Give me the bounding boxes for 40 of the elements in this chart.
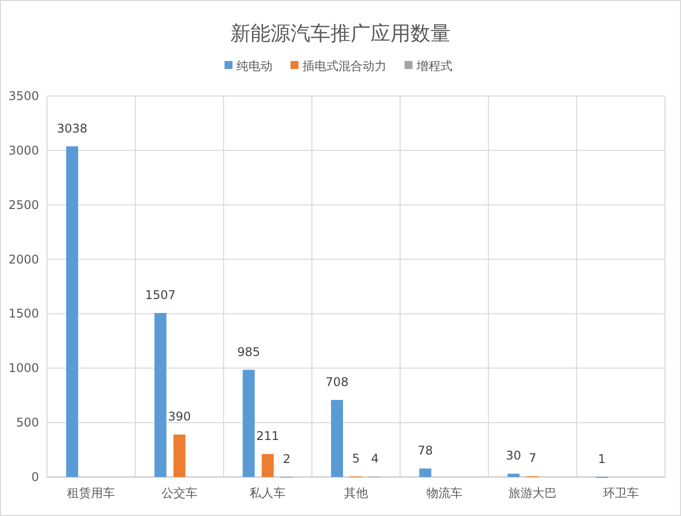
x-tick-label: 环卫车	[602, 486, 639, 500]
y-tick-label: 500	[16, 416, 39, 430]
data-label: 3038	[56, 121, 88, 136]
bar	[242, 370, 255, 477]
y-tick-label: 1500	[8, 306, 39, 321]
bar	[154, 312, 166, 477]
y-tick-label: 1000	[8, 361, 39, 376]
x-tick-label: 其他	[344, 486, 368, 500]
y-tick-label: 2000	[8, 252, 39, 266]
data-label: 7	[528, 451, 536, 466]
x-tick-label: 私人车	[250, 486, 286, 500]
y-tick-label: 0	[31, 470, 39, 484]
bar	[66, 146, 78, 477]
x-tick-label: 旅游大巴	[508, 486, 557, 500]
x-tick-label: 公交车	[161, 486, 198, 500]
bar	[419, 468, 432, 477]
data-label: 1	[598, 452, 606, 466]
bar	[173, 434, 186, 477]
data-label: 390	[168, 410, 191, 424]
data-label: 78	[418, 444, 433, 458]
data-label: 30	[506, 448, 522, 463]
data-label: 2	[282, 452, 291, 466]
x-tick-label: 租赁用车	[67, 486, 116, 500]
y-tick-label: 3500	[8, 89, 39, 103]
bar	[262, 454, 274, 477]
data-label: 211	[256, 429, 280, 444]
bar	[508, 474, 520, 477]
y-tick-label: 2500	[8, 198, 39, 212]
data-label: 708	[326, 374, 348, 389]
data-label: 5	[352, 451, 360, 466]
data-label: 985	[237, 344, 260, 359]
bar	[331, 400, 343, 477]
x-tick-label: 物流车	[426, 486, 462, 500]
y-tick-label: 3000	[8, 143, 39, 158]
chart-title: 新能源汽车推广应用数量	[230, 21, 450, 45]
legend-label: 增程式	[416, 59, 452, 73]
data-label: 1507	[145, 288, 176, 302]
legend-label: 纯电动	[236, 59, 272, 73]
legend-label: 插电式混合动力	[302, 59, 386, 73]
data-label: 4	[371, 452, 379, 466]
